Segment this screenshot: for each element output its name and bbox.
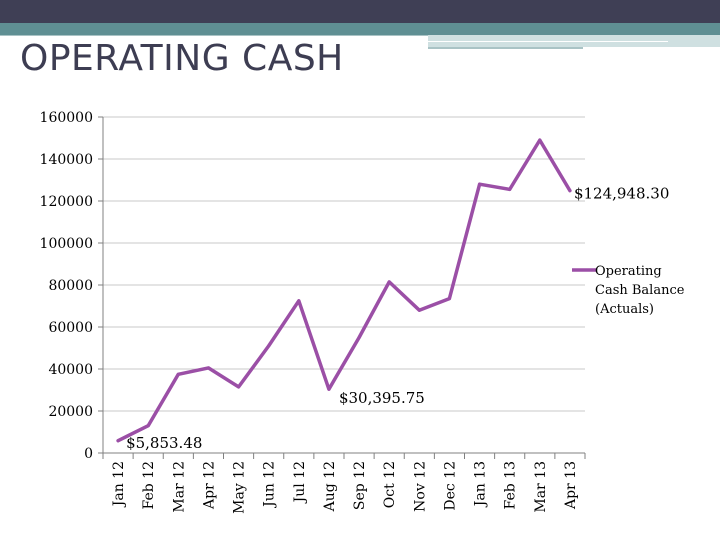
data-point bbox=[206, 366, 210, 370]
header-rule bbox=[0, 35, 428, 36]
data-point bbox=[447, 297, 451, 301]
x-tick-label: Oct 12 bbox=[382, 461, 398, 508]
x-tick-label: Mar 12 bbox=[171, 461, 187, 513]
x-tick-label: May 12 bbox=[232, 461, 248, 514]
data-point bbox=[146, 424, 150, 428]
y-tick-label: 120000 bbox=[40, 194, 93, 210]
x-tick-label: Jan 13 bbox=[473, 461, 489, 508]
x-tick-label: Nov 12 bbox=[412, 461, 428, 512]
data-point bbox=[538, 138, 542, 142]
x-tick-label: Jan 12 bbox=[111, 461, 127, 508]
x-tick-label: Mar 13 bbox=[533, 461, 549, 513]
header-band-dark bbox=[0, 0, 720, 23]
y-tick-label: 60000 bbox=[48, 320, 93, 336]
y-tick-label: 100000 bbox=[40, 236, 93, 252]
legend-label: Operating bbox=[595, 264, 662, 279]
data-point bbox=[116, 439, 120, 443]
y-tick-label: 0 bbox=[84, 446, 93, 462]
data-point bbox=[478, 182, 482, 186]
data-point bbox=[568, 189, 572, 193]
x-tick-label: Aug 12 bbox=[322, 461, 338, 512]
y-tick-label: 20000 bbox=[48, 404, 93, 420]
slide-title: OPERATING CASH bbox=[20, 38, 344, 79]
data-point bbox=[387, 280, 391, 284]
x-tick-label: Jun 12 bbox=[262, 461, 278, 509]
x-tick-label: Jul 12 bbox=[292, 461, 308, 504]
x-tick-label: Feb 13 bbox=[503, 461, 519, 509]
header-band-teal bbox=[0, 23, 720, 35]
data-point bbox=[267, 344, 271, 348]
data-point bbox=[297, 299, 301, 303]
y-tick-label: 160000 bbox=[40, 110, 93, 126]
data-point bbox=[176, 372, 180, 376]
x-tick-label: Dec 12 bbox=[442, 461, 458, 511]
x-tick-label: Apr 12 bbox=[201, 461, 217, 510]
header-rule bbox=[428, 41, 668, 42]
data-label: $124,948.30 bbox=[574, 185, 669, 203]
y-tick-label: 140000 bbox=[40, 152, 93, 168]
legend-label: (Actuals) bbox=[595, 302, 654, 317]
x-tick-label: Apr 13 bbox=[563, 461, 579, 510]
data-point bbox=[508, 187, 512, 191]
header-rule bbox=[428, 47, 583, 49]
data-point bbox=[327, 387, 331, 391]
y-tick-label: 40000 bbox=[48, 362, 93, 378]
x-tick-label: Sep 12 bbox=[352, 461, 368, 510]
y-tick-label: 80000 bbox=[48, 278, 93, 294]
data-label: $5,853.48 bbox=[126, 434, 202, 452]
data-point bbox=[237, 385, 241, 389]
data-label: $30,395.75 bbox=[339, 389, 425, 407]
x-tick-label: Feb 12 bbox=[141, 461, 157, 509]
series-line bbox=[116, 138, 572, 443]
data-point bbox=[417, 308, 421, 312]
data-point bbox=[357, 336, 361, 339]
legend-label: Cash Balance bbox=[595, 283, 685, 298]
